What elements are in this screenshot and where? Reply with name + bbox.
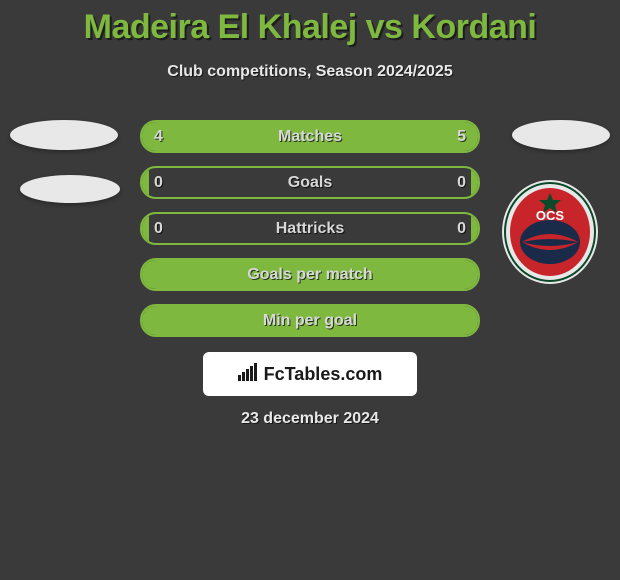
bar-label: Min per goal [142, 312, 478, 330]
stat-bars-container: 4 Matches 5 0 Goals 0 0 Hattricks 0 Goal… [140, 120, 480, 350]
brand-chart-icon [238, 363, 260, 386]
bar-label: Hattricks [142, 220, 478, 238]
stat-bar-min-per-goal: Min per goal [140, 304, 480, 337]
stat-bar-matches: 4 Matches 5 [140, 120, 480, 153]
team-left-logo-shape-1 [10, 120, 118, 150]
team-right-logo-shape-small [512, 120, 610, 150]
date-text: 23 december 2024 [0, 410, 620, 428]
bar-label: Matches [142, 128, 478, 146]
stat-bar-goals-per-match: Goals per match [140, 258, 480, 291]
stat-bar-hattricks: 0 Hattricks 0 [140, 212, 480, 245]
stat-bar-goals: 0 Goals 0 [140, 166, 480, 199]
team-left-logo-shape-2 [20, 175, 120, 203]
bar-label: Goals [142, 174, 478, 192]
bar-label: Goals per match [142, 266, 478, 284]
brand-box: FcTables.com [203, 352, 417, 396]
bar-value-left: 0 [154, 220, 163, 238]
page-subtitle: Club competitions, Season 2024/2025 [0, 63, 620, 81]
brand-text: FcTables.com [264, 364, 383, 385]
bar-value-right: 0 [457, 220, 466, 238]
team-right-crest: OCS [500, 178, 600, 286]
bar-value-left: 0 [154, 174, 163, 192]
bar-value-left: 4 [154, 128, 163, 146]
bar-value-right: 5 [457, 128, 466, 146]
bar-value-right: 0 [457, 174, 466, 192]
page-title: Madeira El Khalej vs Kordani [0, 0, 620, 47]
